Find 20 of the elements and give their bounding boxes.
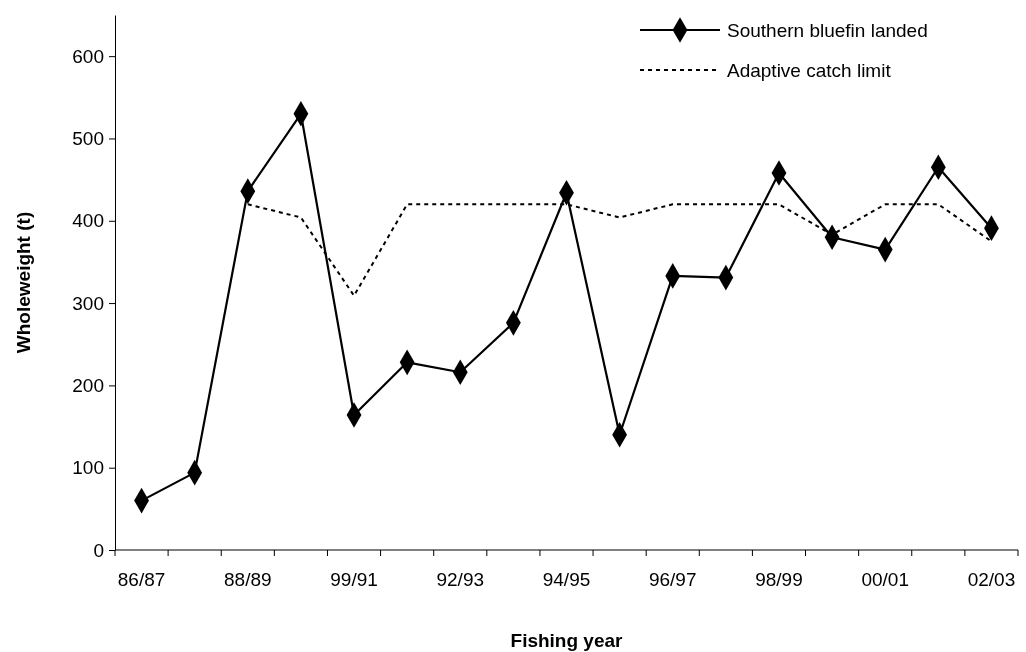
y-tick-label: 200 bbox=[72, 374, 104, 396]
y-tick-label: 0 bbox=[93, 539, 104, 561]
x-tick-label: 98/99 bbox=[755, 569, 803, 590]
x-tick-label: 86/87 bbox=[117, 569, 166, 590]
legend-label: Adaptive catch limit bbox=[727, 60, 892, 81]
x-tick-label: 96/97 bbox=[648, 569, 697, 590]
x-axis-title: Fishing year bbox=[510, 630, 624, 651]
x-tick-label: 88/89 bbox=[224, 569, 272, 590]
x-tick-label: 99/91 bbox=[330, 569, 378, 590]
y-tick-label: 300 bbox=[72, 292, 104, 314]
y-axis-title: Wholeweight (t) bbox=[13, 211, 34, 354]
x-tick-label: 02/03 bbox=[967, 569, 1016, 590]
y-tick-label: 400 bbox=[72, 210, 104, 232]
legend-label: Southern bluefin landed bbox=[727, 20, 928, 41]
y-tick-label: 500 bbox=[72, 128, 104, 150]
y-tick-label: 100 bbox=[72, 457, 104, 479]
x-tick-label: 00/01 bbox=[861, 569, 909, 590]
x-tick-label: 94/95 bbox=[542, 569, 591, 590]
x-tick-label: 92/93 bbox=[436, 569, 485, 590]
y-tick-label: 600 bbox=[72, 45, 104, 67]
